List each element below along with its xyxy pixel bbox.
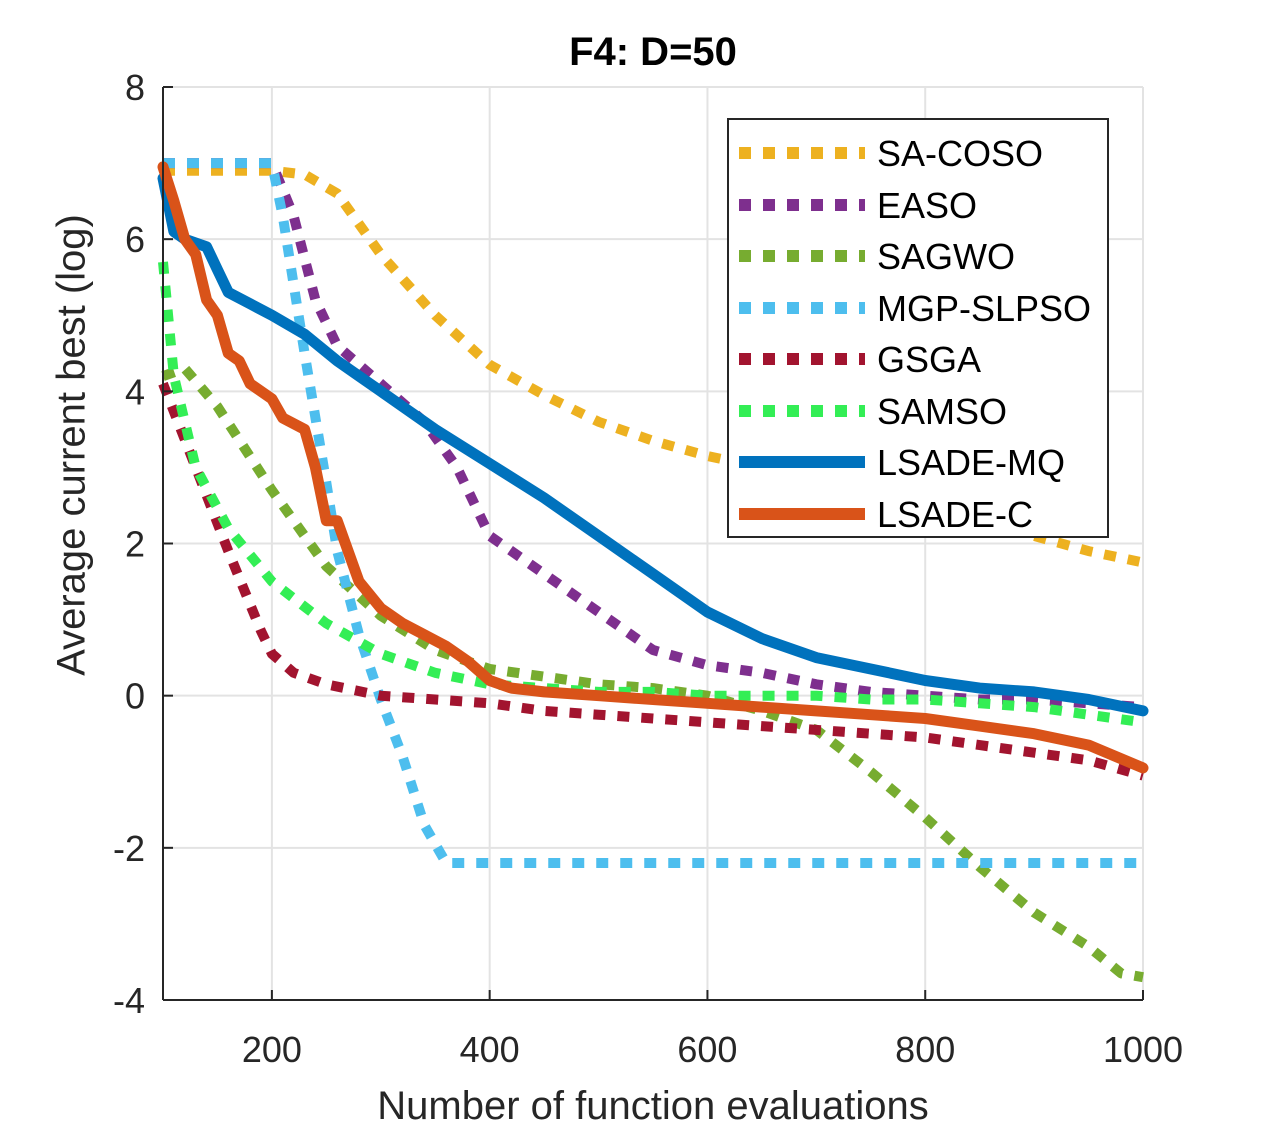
y-tick-label: 8 <box>125 67 145 108</box>
y-tick-label: 0 <box>125 676 145 717</box>
y-tick-label: 2 <box>125 524 145 565</box>
y-tick-label: 4 <box>125 371 145 412</box>
series-line-easo <box>163 158 1144 713</box>
legend-swatch <box>739 250 865 262</box>
legend-swatch <box>739 353 865 365</box>
y-tick-label: -2 <box>113 828 145 869</box>
legend-label: SAGWO <box>877 236 1016 277</box>
legend-label: GSGA <box>877 339 982 380</box>
series-line-lsade-mq <box>157 172 1149 717</box>
legend-item: SAMSO <box>729 386 1109 436</box>
legend-item: GSGA <box>729 334 1109 384</box>
x-axis-label: Number of function evaluations <box>377 1084 929 1128</box>
legend-item: LSADE-C <box>729 489 1109 539</box>
legend-label: MGP-SLPSO <box>877 287 1092 329</box>
legend-item: SAGWO <box>729 231 1109 281</box>
legend-swatch <box>739 507 865 520</box>
legend-item: MGP-SLPSO <box>729 283 1109 333</box>
series-line-mgp-slpso <box>163 158 1143 868</box>
legend-swatch <box>739 301 865 314</box>
legend-swatch <box>739 404 865 417</box>
legend-label: LSADE-MQ <box>877 442 1066 483</box>
legend-item: EASO <box>729 180 1109 230</box>
legend-swatch <box>739 147 865 159</box>
tick-labels: 200 400 600 800 1000 -4 -2 0 2 4 6 8 <box>113 67 1183 1070</box>
series-layer <box>157 158 1149 983</box>
legend-swatch <box>739 198 865 211</box>
y-axis-label: Average current best (log) <box>49 214 94 676</box>
x-tick-label: 1000 <box>1103 1029 1183 1070</box>
x-tick-label: 400 <box>460 1029 520 1070</box>
x-tick-label: 800 <box>895 1029 955 1070</box>
y-tick-label: 6 <box>125 219 145 260</box>
y-tick-label: -4 <box>113 980 145 1021</box>
series-line-gsga <box>158 381 1145 781</box>
chart-title: F4: D=50 <box>569 30 737 74</box>
x-tick-label: 600 <box>677 1029 737 1070</box>
legend-label: SA-COSO <box>877 133 1044 174</box>
x-tick-label: 200 <box>242 1029 302 1070</box>
legend-label: LSADE-C <box>877 493 1034 535</box>
legend-label: EASO <box>877 184 978 226</box>
axes <box>162 86 1144 1001</box>
legend-item: SA-COSO <box>729 128 1109 178</box>
legend-swatch <box>739 456 865 468</box>
legend-item: LSADE-MQ <box>729 437 1109 487</box>
legend-label: SAMSO <box>877 390 1008 432</box>
legend: SA-COSO EASO SAGWO MGP-SLPSO GSGA SAMSO LSADE-… <box>727 118 1109 538</box>
series-line-lsade-c <box>157 161 1149 774</box>
